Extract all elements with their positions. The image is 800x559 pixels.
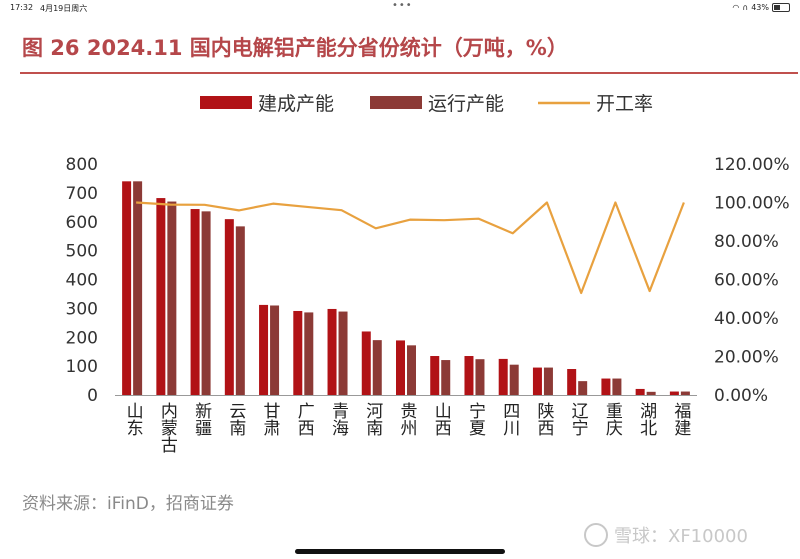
bar-built-capacity	[635, 388, 645, 395]
battery-fill	[774, 5, 781, 10]
bar-built-capacity	[464, 356, 474, 395]
bar-running-capacity	[612, 378, 622, 395]
y-right-tick-label: 60.00%	[714, 271, 779, 291]
y-right-tick-label: 80.00%	[714, 232, 779, 252]
legend-label: 开工率	[596, 93, 653, 115]
y-left-tick-label: 500	[66, 242, 98, 262]
bar-built-capacity	[327, 308, 337, 395]
bar-running-capacity	[304, 312, 314, 395]
y-left-tick-label: 700	[66, 184, 98, 204]
y-left-tick-label: 0	[87, 386, 98, 406]
bar-running-capacity	[509, 364, 519, 395]
x-tick-label: 辽宁	[572, 402, 589, 439]
capacity-chart: 0 100 200 300 400 500 600 700 800 0.00% 20.00% 40.0…	[66, 93, 790, 456]
x-tick-label: 新疆	[195, 402, 212, 439]
bar-built-capacity	[293, 310, 303, 395]
y-left-tick-label: 100	[66, 357, 98, 377]
bar-built-capacity	[430, 356, 440, 395]
legend-swatch	[200, 96, 252, 109]
x-tick-label: 湖北	[640, 402, 657, 439]
status-time: 17:32	[10, 3, 34, 12]
x-tick-label: 青海	[332, 402, 349, 439]
wifi-icon: ◠	[732, 3, 740, 12]
bar-built-capacity	[498, 358, 508, 395]
x-tick-label: 贵州	[401, 402, 418, 439]
headphone-icon: ∩	[742, 3, 749, 12]
y-left-tick-label: 200	[66, 328, 98, 348]
figure-title: 图 26 2024.11 国内电解铝产能分省份统计（万吨，%）	[22, 36, 568, 60]
bar-running-capacity	[441, 360, 451, 395]
bar-built-capacity	[601, 378, 611, 395]
bar-running-capacity	[270, 305, 280, 395]
bar-running-capacity	[680, 391, 690, 395]
source-note: 资料来源：iFinD，招商证券	[22, 494, 234, 514]
bar-built-capacity	[361, 331, 371, 395]
more-dots-icon[interactable]: •••	[392, 0, 413, 11]
y-right-tick-label: 0.00%	[714, 386, 768, 406]
bar-built-capacity	[156, 198, 166, 395]
y-right-tick-label: 20.00%	[714, 348, 779, 368]
bar-built-capacity	[224, 219, 234, 395]
y-right-tick-label: 100.00%	[714, 194, 790, 214]
title-divider	[20, 72, 798, 74]
y-left-tick-label: 600	[66, 213, 98, 233]
y-right-tick-label: 120.00%	[714, 155, 790, 175]
watermark: 雪球：XF10000	[584, 522, 748, 548]
home-indicator[interactable]	[295, 549, 505, 554]
bar-running-capacity	[167, 201, 177, 395]
bar-built-capacity	[532, 367, 542, 395]
bar-running-capacity	[372, 340, 382, 395]
y-left-tick-label: 800	[66, 155, 98, 175]
legend-swatch	[370, 96, 422, 109]
x-tick-label: 云南	[229, 402, 246, 439]
x-tick-label: 山东	[127, 402, 144, 439]
watermark-text: 雪球：XF10000	[614, 526, 748, 547]
bar-running-capacity	[235, 226, 245, 395]
status-indicators: ◠ ∩ 43%	[732, 3, 790, 12]
bar-running-capacity	[407, 345, 416, 395]
legend-label: 运行产能	[428, 93, 504, 115]
bar-running-capacity	[578, 381, 588, 395]
legend-label: 建成产能	[258, 93, 334, 115]
bar-running-capacity	[133, 181, 143, 395]
utilization-rate-line	[136, 201, 685, 295]
x-tick-label: 广西	[298, 402, 315, 439]
x-tick-label: 福建	[674, 402, 691, 439]
x-tick-label: 河南	[366, 402, 383, 439]
bar-running-capacity	[338, 311, 348, 395]
x-tick-label: 甘肃	[264, 402, 281, 439]
bar-built-capacity	[567, 369, 577, 395]
battery-percent: 43%	[751, 3, 769, 12]
bar-built-capacity	[122, 181, 132, 395]
snowball-logo-icon	[584, 523, 608, 547]
y-left-tick-label: 400	[66, 271, 98, 291]
status-date: 4月19日周六	[40, 4, 88, 13]
bar-running-capacity	[201, 211, 211, 395]
bar-built-capacity	[396, 340, 405, 395]
bar-built-capacity	[259, 304, 269, 395]
x-tick-label: 内蒙古	[161, 402, 178, 456]
bar-running-capacity	[543, 367, 553, 395]
x-tick-label: 宁夏	[469, 402, 486, 439]
battery-icon	[772, 3, 790, 12]
x-tick-label: 重庆	[606, 402, 623, 439]
y-left-tick-label: 300	[66, 299, 98, 319]
y-right-tick-label: 40.00%	[714, 309, 779, 329]
status-bar: 17:32 4月19日周六 ••• ◠ ∩ 43%	[0, 0, 800, 16]
bar-running-capacity	[475, 359, 485, 395]
x-tick-label: 四川	[503, 402, 520, 439]
bar-built-capacity	[669, 391, 679, 395]
bar-built-capacity	[190, 209, 200, 395]
x-tick-label: 山西	[435, 402, 452, 439]
bar-running-capacity	[646, 391, 656, 395]
x-tick-label: 陕西	[537, 402, 554, 439]
